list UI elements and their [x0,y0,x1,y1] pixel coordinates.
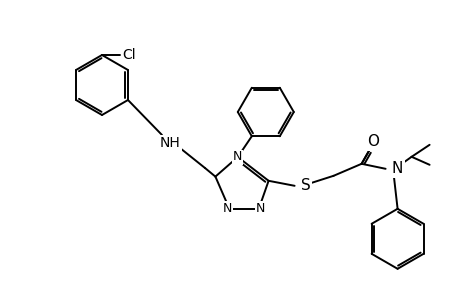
Text: O: O [367,134,379,149]
Text: N: N [222,202,232,215]
Text: Cl: Cl [122,48,135,62]
Text: N: N [391,161,402,176]
Text: NH: NH [159,136,180,150]
Text: N: N [233,151,242,164]
Text: N: N [256,202,265,215]
Text: S: S [300,178,310,193]
